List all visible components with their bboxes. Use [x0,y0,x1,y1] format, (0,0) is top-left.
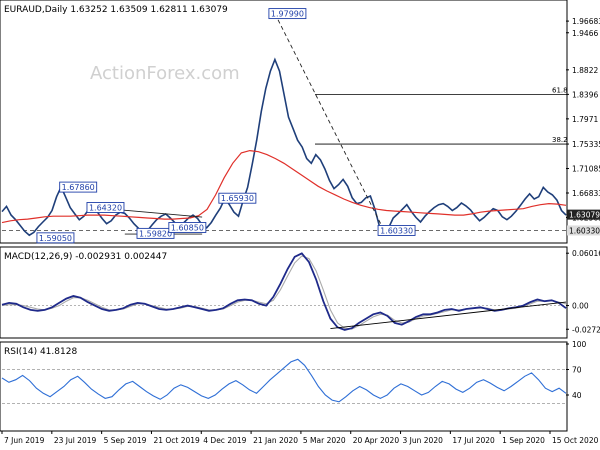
macd-line [1,252,567,331]
fib-level-label: 38.2 [552,136,568,144]
price-annotation-box [136,227,175,239]
price-tick-label: 1.75335 [572,140,600,149]
price-tick-label: 1.96683 [572,17,600,26]
macd-axis: 0.060165 0.00 -0.02725 [566,249,600,334]
price-annotation-box [59,181,98,193]
price-tick-label: 1.8822 [572,66,598,75]
decline-trendline [274,13,385,231]
rsi-tick-label: 40 [572,391,582,400]
current-price-label: 1.63079 [569,211,600,220]
macd-title: MACD(12,26,9) -0.002931 0.002447 [4,252,167,262]
x-tick-label: 4 Dec 2019 [203,436,246,445]
macd-tick-label: 0.00 [572,302,589,311]
price-tick-label: 1.71085 [572,165,600,174]
support-tag [567,225,600,236]
price-annotation-box [86,202,125,213]
x-tick-label: 1 Sep 2020 [502,436,545,445]
x-tick-label: 3 Jun 2020 [403,436,444,445]
x-tick-label: 17 Jul 2020 [452,436,495,445]
price-annotation-label: 1.59820 [139,229,172,238]
price-annotation-label: 1.65930 [221,194,254,203]
price-tick-label: 1.8396 [572,90,598,99]
macd-tick-label: 0.060165 [572,249,600,258]
x-tick-label: 7 Jun 2019 [4,436,45,445]
support-tag-label: 1.60330 [569,226,600,235]
symbol-header: EURAUD,Daily 1.63252 1.63509 1.62811 1.6… [4,5,228,15]
x-tick-label: 21 Jan 2020 [253,436,298,445]
rsi-series [1,358,567,404]
price-annotation-box [36,232,75,244]
price-annotation-box [218,192,257,204]
price-annotation-label: 1.97990 [271,10,304,19]
macd-panel: MACD(12,26,9) -0.002931 0.002447 [0,246,568,339]
rsi-title: RSI(14) 41.8128 [4,347,77,357]
watermark: ActionForex.com [90,63,240,84]
current-price-tag [567,209,600,220]
rsi-axis: 100 70 40 [566,340,587,400]
price-tick-label: 1.7971 [572,115,598,124]
price-annotation-label: 1.67860 [62,183,95,192]
price-annotation-box [377,225,416,236]
x-axis: 7 Jun 2019 23 Jul 2019 5 Sep 2019 21 Oct 20… [1,431,599,445]
x-tick-label: 23 Jul 2019 [54,436,97,445]
x-tick-label: 15 Oct 2020 [552,436,599,445]
price-tick-label: 1.9466 [572,29,598,38]
price-annotation-label: 1.59050 [39,234,72,243]
rsi-tick-label: 70 [572,366,582,375]
price-axis: 1.96683 1.9466 1.8822 1.8396 1.7971 1.75335 1.… [566,17,600,236]
price-panel: EURAUD,Daily 1.63252 1.63509 1.62811 1.6… [0,0,568,244]
x-tick-label: 5 Sep 2019 [104,436,147,445]
price-annotation-box [168,222,207,233]
rsi-panel: RSI(14) 41.8128 [0,341,568,432]
macd-trendline [330,301,567,330]
macd-tick-label: -0.02725 [572,325,600,334]
rsi-tick-label: 100 [572,340,587,349]
price-tick-label: 1.66833 [572,189,600,198]
price-annotation-label: 1.60850 [171,223,204,232]
price-annotation-box [268,8,307,20]
x-tick-label: 21 Oct 2019 [153,436,200,445]
macd-series [1,252,567,331]
fib-level-label: 61.8 [552,86,568,94]
fib-levels: 61.8 38.2 [2,86,568,231]
moving-average-line [1,149,567,224]
price-annotation-label: 1.60330 [380,226,413,235]
x-tick-label: 5 Mar 2020 [303,436,346,445]
rsi-line [1,358,567,403]
x-tick-label: 20 Apr 2020 [353,436,400,445]
price-annotation-label: 1.64320 [89,203,122,212]
